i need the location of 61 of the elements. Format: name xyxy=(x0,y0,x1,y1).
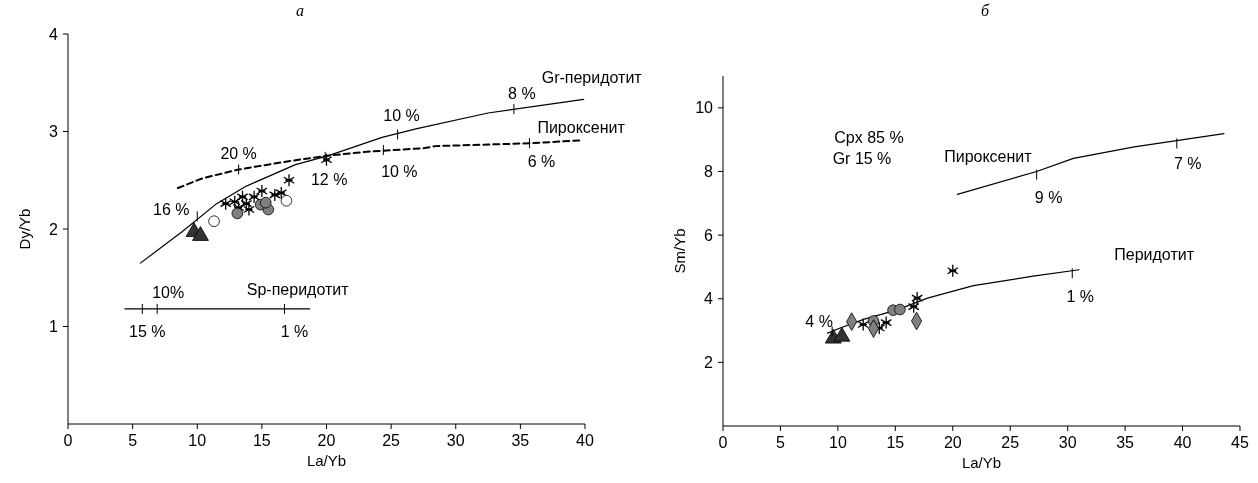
point xyxy=(946,264,959,278)
y-tick-label: 4 xyxy=(704,290,714,308)
y-axis-title: Sm/Yb xyxy=(671,228,688,274)
point xyxy=(857,317,870,332)
x-tick-label: 30 xyxy=(1058,434,1077,451)
series-label: Sp-перидотит xyxy=(246,280,350,298)
x-tick-label: 20 xyxy=(943,434,962,451)
x-tick-label: 40 xyxy=(1173,434,1192,451)
chart-title: а xyxy=(296,2,304,19)
x-tick-label: 25 xyxy=(382,432,401,449)
x-tick-label: 25 xyxy=(1001,434,1020,451)
x-tick-label: 15 xyxy=(252,432,271,449)
x-axis-title: La/Yb xyxy=(306,452,347,469)
x-tick-label: 10 xyxy=(828,434,847,451)
point xyxy=(911,291,924,305)
annotation: 6 % xyxy=(527,152,556,170)
annotation: 1 % xyxy=(280,322,309,340)
y-tick-label: 6 xyxy=(704,226,714,244)
point xyxy=(894,303,906,316)
x-tick-label: 15 xyxy=(886,434,905,451)
y-tick-label: 8 xyxy=(704,163,714,181)
x-axis-title: La/Yb xyxy=(961,454,1002,471)
annotation: Gr 15 % xyxy=(832,149,892,167)
annotation: 10% xyxy=(152,283,185,301)
chart-title: б xyxy=(980,2,990,19)
series-label: Gr-перидотит xyxy=(541,68,643,86)
annotation: 20 % xyxy=(220,145,257,163)
annotation: 10 % xyxy=(381,162,418,180)
annotation: Cpx 85 % xyxy=(834,128,904,146)
x-tick-label: 20 xyxy=(317,432,336,449)
series-label: Пироксенит xyxy=(944,148,1033,166)
x-tick-label: 5 xyxy=(128,432,138,449)
annotation: 4 % xyxy=(805,313,833,331)
annotation: 8 % xyxy=(508,84,536,102)
point xyxy=(907,300,920,314)
x-tick-label: 0 xyxy=(63,432,73,449)
y-tick-label: 10 xyxy=(695,99,714,117)
x-tick-label: 10 xyxy=(188,432,207,449)
annotation: 16 % xyxy=(153,200,190,218)
x-tick-label: 0 xyxy=(718,434,728,451)
annotation: 12 % xyxy=(310,171,348,189)
annotation: 1 % xyxy=(1066,287,1095,305)
y-tick-label: 4 xyxy=(49,25,59,43)
annotation: 10 % xyxy=(383,107,420,125)
text: Перидотит xyxy=(1114,246,1195,264)
annotation: 7 % xyxy=(1174,155,1202,173)
y-tick-label: 2 xyxy=(704,353,714,371)
y-axis-title: Dy/Yb xyxy=(16,208,33,250)
x-tick-label: 35 xyxy=(1116,434,1135,451)
x-tick-label: 30 xyxy=(446,432,465,449)
y-tick-label: 2 xyxy=(49,220,59,238)
series-label: Пироксенит xyxy=(537,118,626,136)
y-tick-label: 1 xyxy=(49,318,59,336)
point xyxy=(880,315,892,330)
annotation: 9 % xyxy=(1034,189,1063,207)
annotation: 15 % xyxy=(129,322,166,340)
x-tick-label: 45 xyxy=(1231,434,1249,451)
x-tick-label: 35 xyxy=(511,432,530,449)
x-tick-label: 40 xyxy=(576,432,594,449)
y-tick-label: 3 xyxy=(49,123,59,141)
x-tick-label: 5 xyxy=(775,434,785,451)
